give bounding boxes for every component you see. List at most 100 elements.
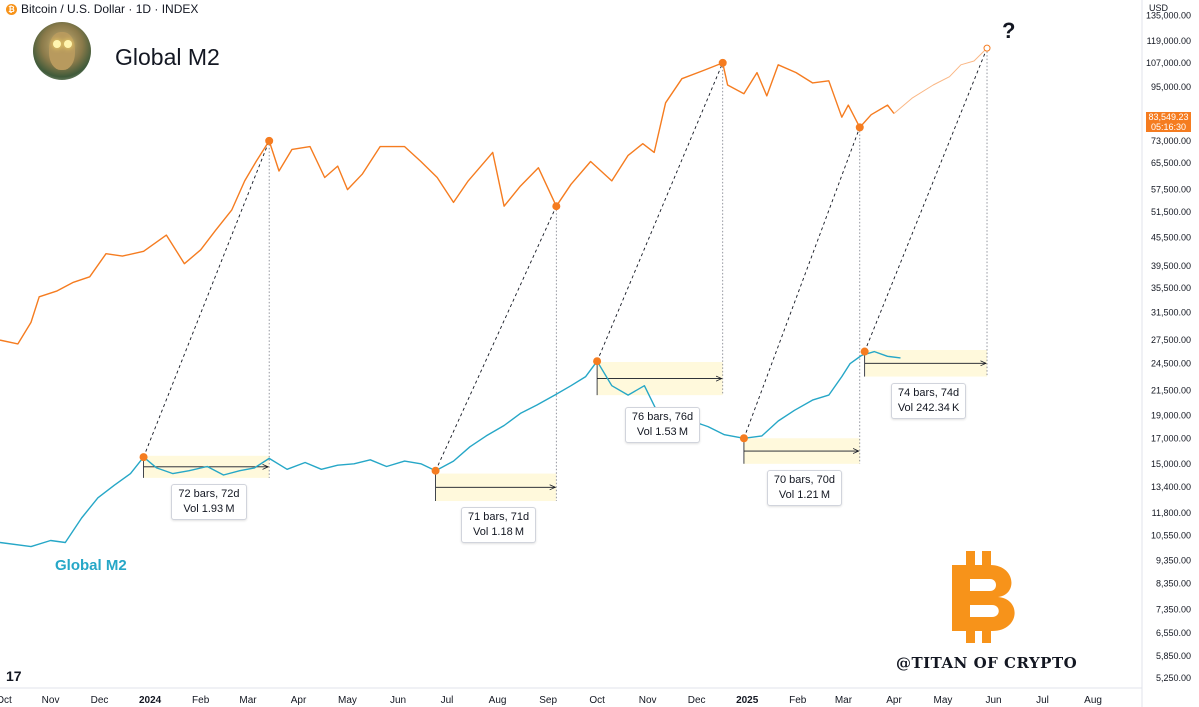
lag-diagonal-1 [143,140,270,458]
y-tick-label: 45,500.00 [1151,232,1191,242]
lag-bars-label: 74 bars, 74d [898,386,960,399]
x-tick-label: Mar [239,695,257,706]
y-tick-label: 95,000.00 [1151,82,1191,92]
avatar-face [49,32,75,70]
series-line-m2 [0,350,901,548]
x-tick-label: Aug [1084,695,1102,706]
lag-diagonal-5 [864,47,988,352]
x-tick-label: 2024 [139,695,162,706]
x-tick-label: Jun [985,695,1001,706]
btc-marker [855,123,864,132]
avatar [33,22,91,80]
lag-label-box: 72 bars, 72d Vol 1.93 M [171,483,247,520]
x-tick-label: Oct [0,695,12,706]
lag-diagonal-3 [596,62,724,362]
y-tick-label: 27,500.00 [1151,335,1191,345]
y-tick-label: 10,550.00 [1151,531,1191,541]
lag-volume-label: Vol 1.18 M [472,526,525,538]
lag-volume-label: Vol 1.53 M [636,426,689,439]
x-tick-label: Jun [390,695,406,706]
y-tick-label: 5,850.00 [1156,651,1191,661]
y-tick-label: 21,500.00 [1151,385,1191,395]
lag-label-box: 70 bars, 70d Vol 1.21 M [766,469,842,506]
y-tick-label: 8,350.00 [1156,578,1191,588]
y-tick-label: 73,000.00 [1151,136,1191,146]
m2-marker [139,453,148,462]
x-tick-label: Apr [886,695,902,706]
btc-marker [265,136,274,145]
m2-marker [739,434,748,443]
y-tick-label: 17,000.00 [1151,433,1191,443]
y-tick-label: 5,250.00 [1156,673,1191,683]
page-title: Global M2 [115,44,220,70]
x-tick-label: Nov [42,695,60,706]
m2-series-label: Global M2 [55,557,127,574]
x-tick-label: May [338,695,357,706]
btc-marker [718,58,727,67]
series-line-btc_projection [893,47,988,114]
y-tick-label: 31,500.00 [1151,307,1191,317]
last-price: 83,549.23 [1148,112,1189,122]
m2-marker [860,347,869,356]
y-tick-label: 57,500.00 [1151,185,1191,195]
y-tick-label: 11,800.00 [1152,508,1191,518]
symbol-title: Bitcoin / U.S. Dollar · 1D · INDEX [21,2,199,16]
y-tick-label: 9,350.00 [1156,555,1191,565]
lag-label-box: 76 bars, 76d Vol 1.53 M [624,407,701,444]
y-tick-label: 51,500.00 [1151,207,1191,217]
lag-bars-label: 71 bars, 71d [467,511,530,523]
x-tick-label: Feb [192,695,210,706]
y-tick-label: 15,000.00 [1151,459,1191,469]
y-tick-label: 107,000.00 [1146,58,1191,68]
x-tick-label: Feb [789,695,807,706]
question-mark: ? [1002,18,1016,43]
tradingview-logo: 17 [6,668,22,684]
x-tick-label: Sep [539,695,557,706]
y-tick-label: 6,550.00 [1156,628,1191,638]
y-tick-label: 7,350.00 [1156,604,1191,614]
chart-header: ₿ Bitcoin / U.S. Dollar · 1D · INDEX [6,2,198,16]
lag-label-box: 71 bars, 71d Vol 1.18 M [460,507,537,543]
lag-bars-label: 72 bars, 72d [178,487,240,500]
m2-marker [431,466,440,475]
avatar-eye-right [64,40,72,48]
x-tick-label: 2025 [736,695,759,706]
m2-marker [593,357,602,366]
y-tick-label: 65,500.00 [1151,158,1191,168]
x-tick-label: Jul [441,695,454,706]
credit-watermark: @TITAN OF CRYPTO [896,654,1078,672]
x-tick-label: Dec [688,695,706,706]
x-tick-label: Oct [589,695,605,706]
lag-diagonal-2 [435,206,557,471]
lag-bars-label: 70 bars, 70d [773,473,835,486]
y-tick-label: 13,400.00 [1151,482,1191,492]
bitcoin-icon: ₿ [6,3,17,15]
bitcoin-logo [952,551,1015,643]
lag-volume-label: Vol 242.34 K [897,401,960,414]
projection-point [983,44,991,52]
y-tick-label: 35,500.00 [1151,283,1191,293]
btc-marker [552,202,561,211]
series-line-btc [0,62,895,345]
x-tick-label: Dec [91,695,109,706]
x-tick-label: Mar [835,695,853,706]
avatar-eye-left [53,40,61,48]
lag-diagonal-4 [743,127,861,439]
last-price-tag: 83,549.23 05:16:30 [1146,112,1191,132]
x-tick-label: Jul [1036,695,1049,706]
y-tick-label: 24,500.00 [1151,359,1191,369]
x-tick-label: May [934,695,953,706]
y-tick-label: 39,500.00 [1151,261,1191,271]
y-tick-label: 135,000.00 [1146,10,1191,20]
x-tick-label: Aug [489,695,507,706]
x-tick-label: Nov [639,695,657,706]
x-tick-label: Apr [291,695,307,706]
currency-label[interactable]: USD [1149,3,1169,13]
lag-volume-label: Vol 1.93 M [183,502,235,515]
lag-label-box: 74 bars, 74d Vol 242.34 K [890,382,967,419]
countdown: 05:16:30 [1150,122,1187,132]
lag-volume-label: Vol 1.21 M [778,488,830,501]
y-tick-label: 119,000.00 [1147,36,1191,46]
